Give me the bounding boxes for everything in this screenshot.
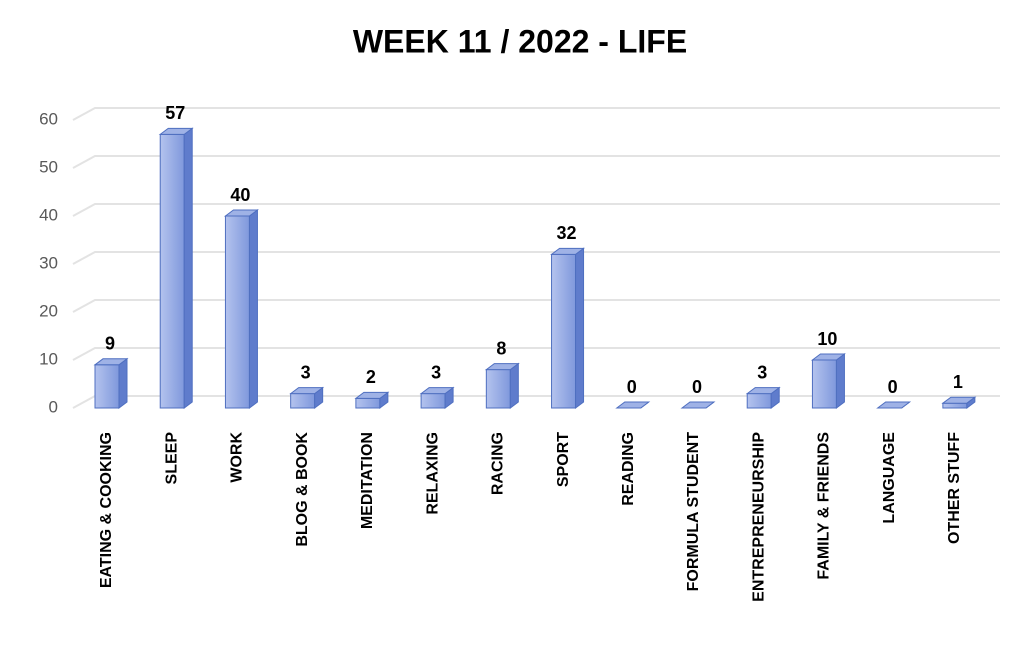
- value-label: 32: [557, 223, 577, 243]
- bar-top: [158, 127, 194, 135]
- bar: [355, 397, 381, 409]
- bar: [811, 359, 837, 409]
- bar-top: [810, 353, 846, 361]
- x-tick-label: FAMILY & FRIENDS: [816, 432, 833, 580]
- value-label: 40: [230, 185, 250, 205]
- bar-side: [575, 247, 585, 409]
- chart-title: WEEK 11 / 2022 - LIFE: [353, 23, 687, 59]
- value-label: 3: [301, 362, 311, 382]
- value-label: 0: [692, 377, 702, 397]
- bar-side: [183, 127, 193, 409]
- value-label: 57: [165, 103, 185, 123]
- x-tick-label: OTHER STUFF: [946, 432, 963, 544]
- x-tick-label: RELAXING: [424, 432, 441, 515]
- grid-line: [72, 251, 1000, 265]
- bar: [224, 215, 250, 409]
- grid-line: [72, 395, 1000, 409]
- x-tick-label: LANGUAGE: [881, 432, 898, 524]
- bar-side: [248, 209, 258, 409]
- bar: [290, 393, 316, 409]
- y-tick-label: 30: [39, 253, 58, 272]
- x-tick-label: RACING: [490, 432, 507, 495]
- y-tick-label: 10: [39, 349, 58, 368]
- bar-top: [93, 358, 129, 366]
- bar-side: [118, 357, 128, 409]
- y-tick-label: 0: [49, 397, 58, 416]
- y-tick-label: 60: [39, 109, 58, 128]
- bar-side: [509, 362, 519, 409]
- grid-line: [72, 107, 1000, 121]
- x-tick-label: FORMULA STUDENT: [685, 432, 702, 592]
- bar: [94, 364, 120, 409]
- value-label: 1: [953, 372, 963, 392]
- value-label: 8: [496, 338, 506, 358]
- x-tick-label: ENTREPRENEURSHIP: [750, 432, 767, 602]
- grid-line: [72, 299, 1000, 313]
- value-label: 3: [757, 362, 767, 382]
- x-tick-label: MEDITATION: [359, 432, 376, 529]
- y-tick-label: 50: [39, 157, 58, 176]
- value-label: 2: [366, 367, 376, 387]
- x-tick-label: READING: [620, 432, 637, 506]
- bar: [485, 369, 511, 409]
- bar-top: [615, 401, 651, 409]
- bar-top: [419, 387, 455, 395]
- x-tick-label: SPORT: [555, 432, 572, 487]
- value-label: 9: [105, 334, 115, 354]
- x-tick-label: WORK: [229, 432, 246, 483]
- bar-top: [484, 363, 520, 371]
- bar: [746, 393, 772, 409]
- x-tick-label: BLOG & BOOK: [294, 432, 311, 547]
- grid-line: [72, 155, 1000, 169]
- bar: [159, 133, 185, 409]
- bar-top: [680, 401, 716, 409]
- y-tick-label: 20: [39, 301, 58, 320]
- bar-top: [745, 387, 781, 395]
- y-tick-label: 40: [39, 205, 58, 224]
- bar-top: [354, 391, 390, 399]
- bar: [551, 253, 577, 409]
- value-label: 0: [888, 377, 898, 397]
- grid-line: [72, 347, 1000, 361]
- bar: [942, 402, 968, 409]
- grid-line: [72, 203, 1000, 217]
- value-label: 0: [627, 377, 637, 397]
- x-tick-label: EATING & COOKING: [98, 432, 115, 588]
- value-label: 3: [431, 362, 441, 382]
- bar: [420, 393, 446, 409]
- bar-top: [876, 401, 912, 409]
- bar-side: [835, 353, 845, 409]
- value-label: 10: [817, 329, 837, 349]
- bar-top: [550, 247, 586, 255]
- x-tick-label: SLEEP: [163, 432, 180, 485]
- bar-top: [289, 387, 325, 395]
- bar-top: [941, 396, 977, 404]
- bar-top: [223, 209, 259, 217]
